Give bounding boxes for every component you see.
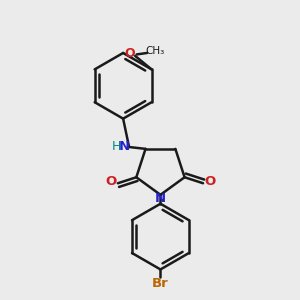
Text: O: O — [204, 175, 215, 188]
Text: CH₃: CH₃ — [145, 46, 164, 56]
Text: O: O — [124, 47, 135, 60]
Text: Br: Br — [152, 277, 169, 290]
Text: H: H — [112, 140, 121, 153]
Text: N: N — [155, 192, 166, 205]
Text: N: N — [119, 140, 130, 153]
Text: O: O — [106, 175, 117, 188]
